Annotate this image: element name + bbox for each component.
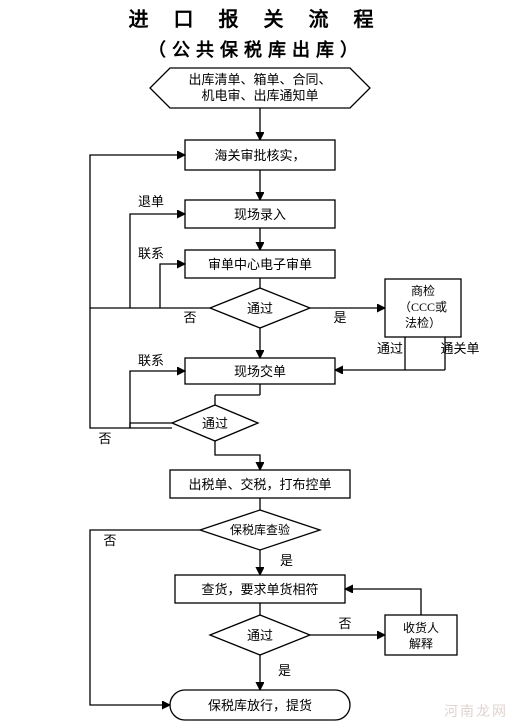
edge <box>345 589 421 615</box>
edge <box>130 214 185 308</box>
label-no-2: 否 <box>98 431 111 446</box>
watermark: 河南龙网 <box>444 704 508 720</box>
label-yes-4: 是 <box>278 663 291 678</box>
node-inspection-text-2: （CCC或 <box>399 300 447 314</box>
node-d4-text: 通过 <box>247 628 273 643</box>
node-start-text-1: 出库清单、箱单、合同、 <box>188 72 331 87</box>
node-audit-text: 海关审批核实， <box>214 148 305 163</box>
label-contact-2: 联系 <box>138 353 164 368</box>
edge <box>90 308 172 428</box>
label-no-3: 否 <box>103 533 116 548</box>
node-inspection-text-3: 法检） <box>405 315 441 330</box>
node-explain-text-1: 收货人 <box>403 620 439 635</box>
label-no: 否 <box>183 310 196 325</box>
page-title: 进 口 报 关 流 程 <box>129 7 384 31</box>
node-check-text: 查货，要求单货相符 <box>201 582 318 597</box>
edge <box>215 441 260 470</box>
label-clearance: 通关单 <box>440 341 479 356</box>
node-d2-text: 通过 <box>202 416 228 431</box>
label-yes-3: 是 <box>280 553 293 568</box>
node-d1-text: 通过 <box>247 301 273 316</box>
node-explain-text-2: 解释 <box>409 637 433 651</box>
label-reject: 退单 <box>138 194 164 209</box>
node-inspection-text-1: 商检 <box>411 283 435 298</box>
label-contact-1: 联系 <box>138 246 164 261</box>
edge <box>90 530 200 705</box>
node-entry-text: 现场录入 <box>234 207 286 222</box>
edge <box>130 423 172 428</box>
edge <box>90 155 210 308</box>
node-submit-text: 现场交单 <box>234 364 286 379</box>
page-subtitle: （公共保税库出库） <box>148 39 364 60</box>
edge <box>160 264 185 308</box>
flowchart: 进 口 报 关 流 程 （公共保税库出库） 河南龙网 出库清单、箱单、合同、 机… <box>0 0 512 721</box>
node-start-text-2: 机电审、出库通知单 <box>201 88 318 103</box>
label-no-4: 否 <box>338 616 351 631</box>
label-pass: 通过 <box>377 341 403 356</box>
node-ereview-text: 审单中心电子审单 <box>208 257 312 272</box>
node-tax-text: 出税单、交税，打布控单 <box>188 477 331 492</box>
node-release-text: 保税库放行，提货 <box>208 698 312 713</box>
node-d3-text: 保税库查验 <box>230 522 290 537</box>
label-yes-1: 是 <box>333 310 346 325</box>
edge <box>130 371 185 428</box>
